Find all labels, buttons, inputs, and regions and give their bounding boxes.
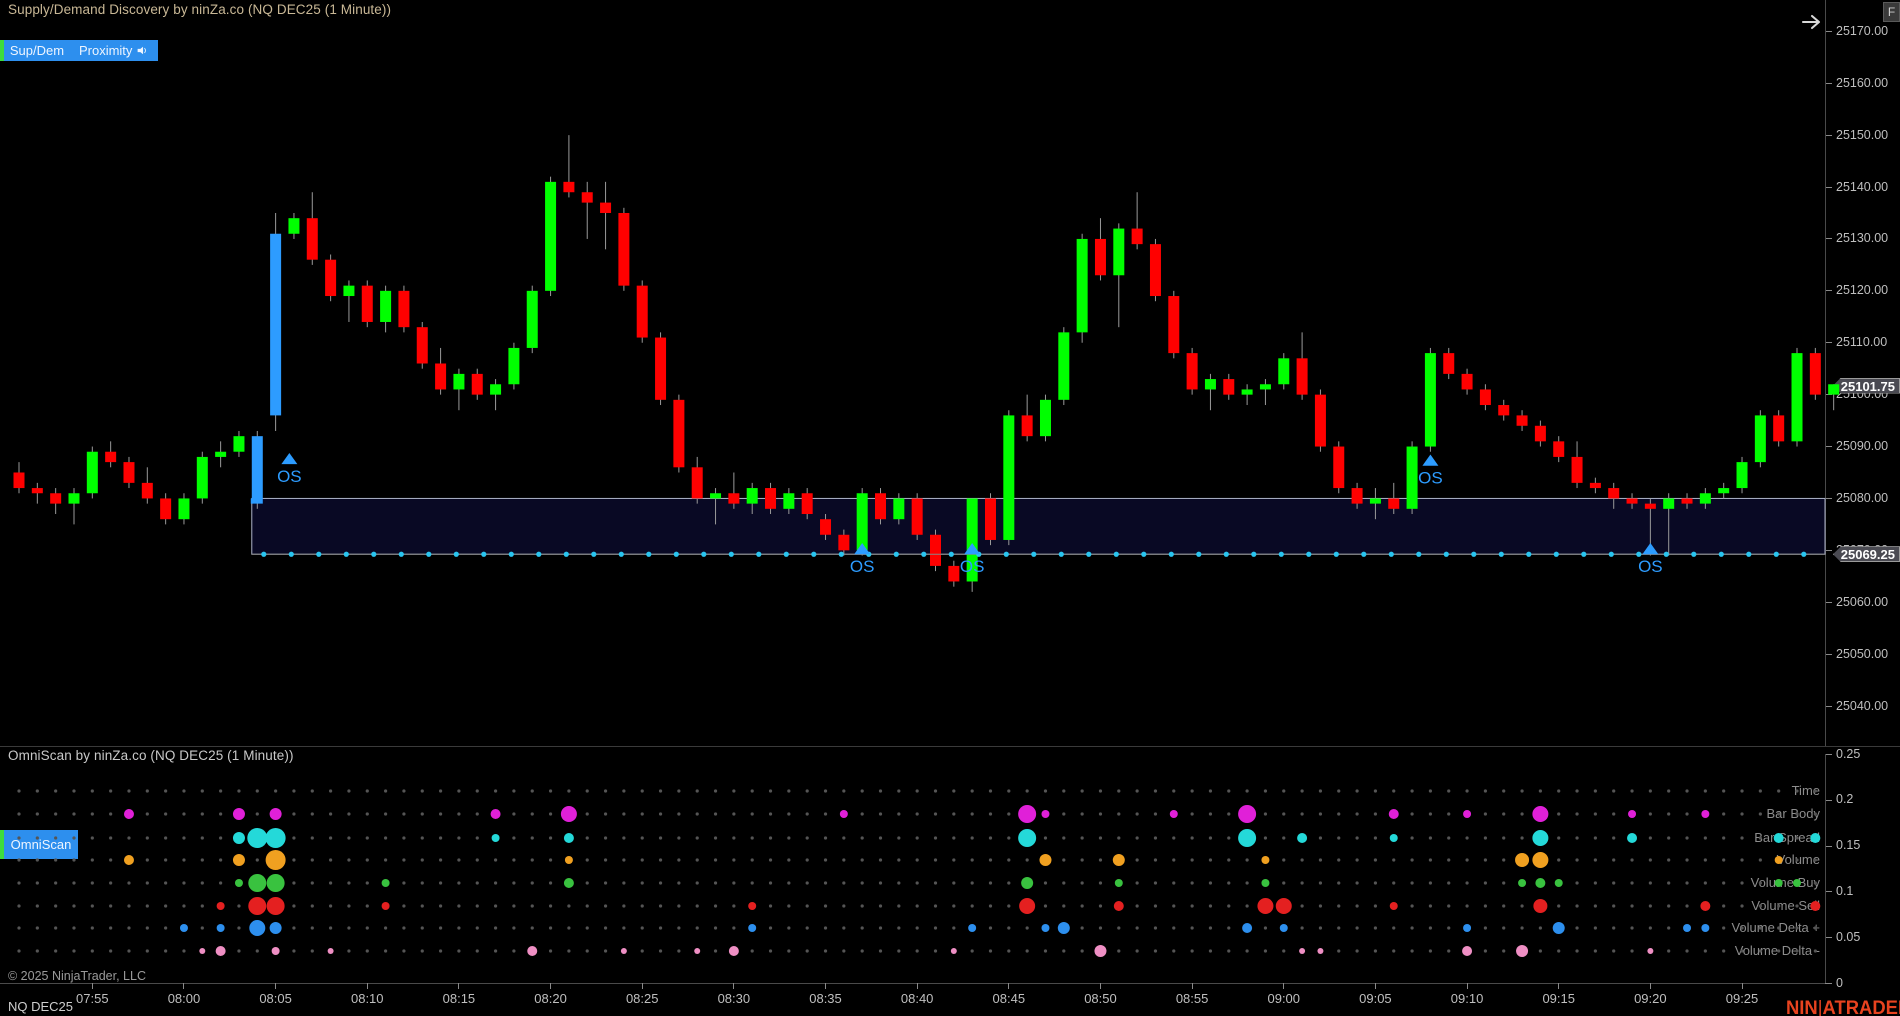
svg-text:OS: OS xyxy=(960,557,985,576)
svg-text:OS: OS xyxy=(1418,469,1443,488)
svg-text:OS: OS xyxy=(850,557,875,576)
svg-text:OS: OS xyxy=(277,467,302,486)
svg-text:OS: OS xyxy=(1638,557,1663,576)
